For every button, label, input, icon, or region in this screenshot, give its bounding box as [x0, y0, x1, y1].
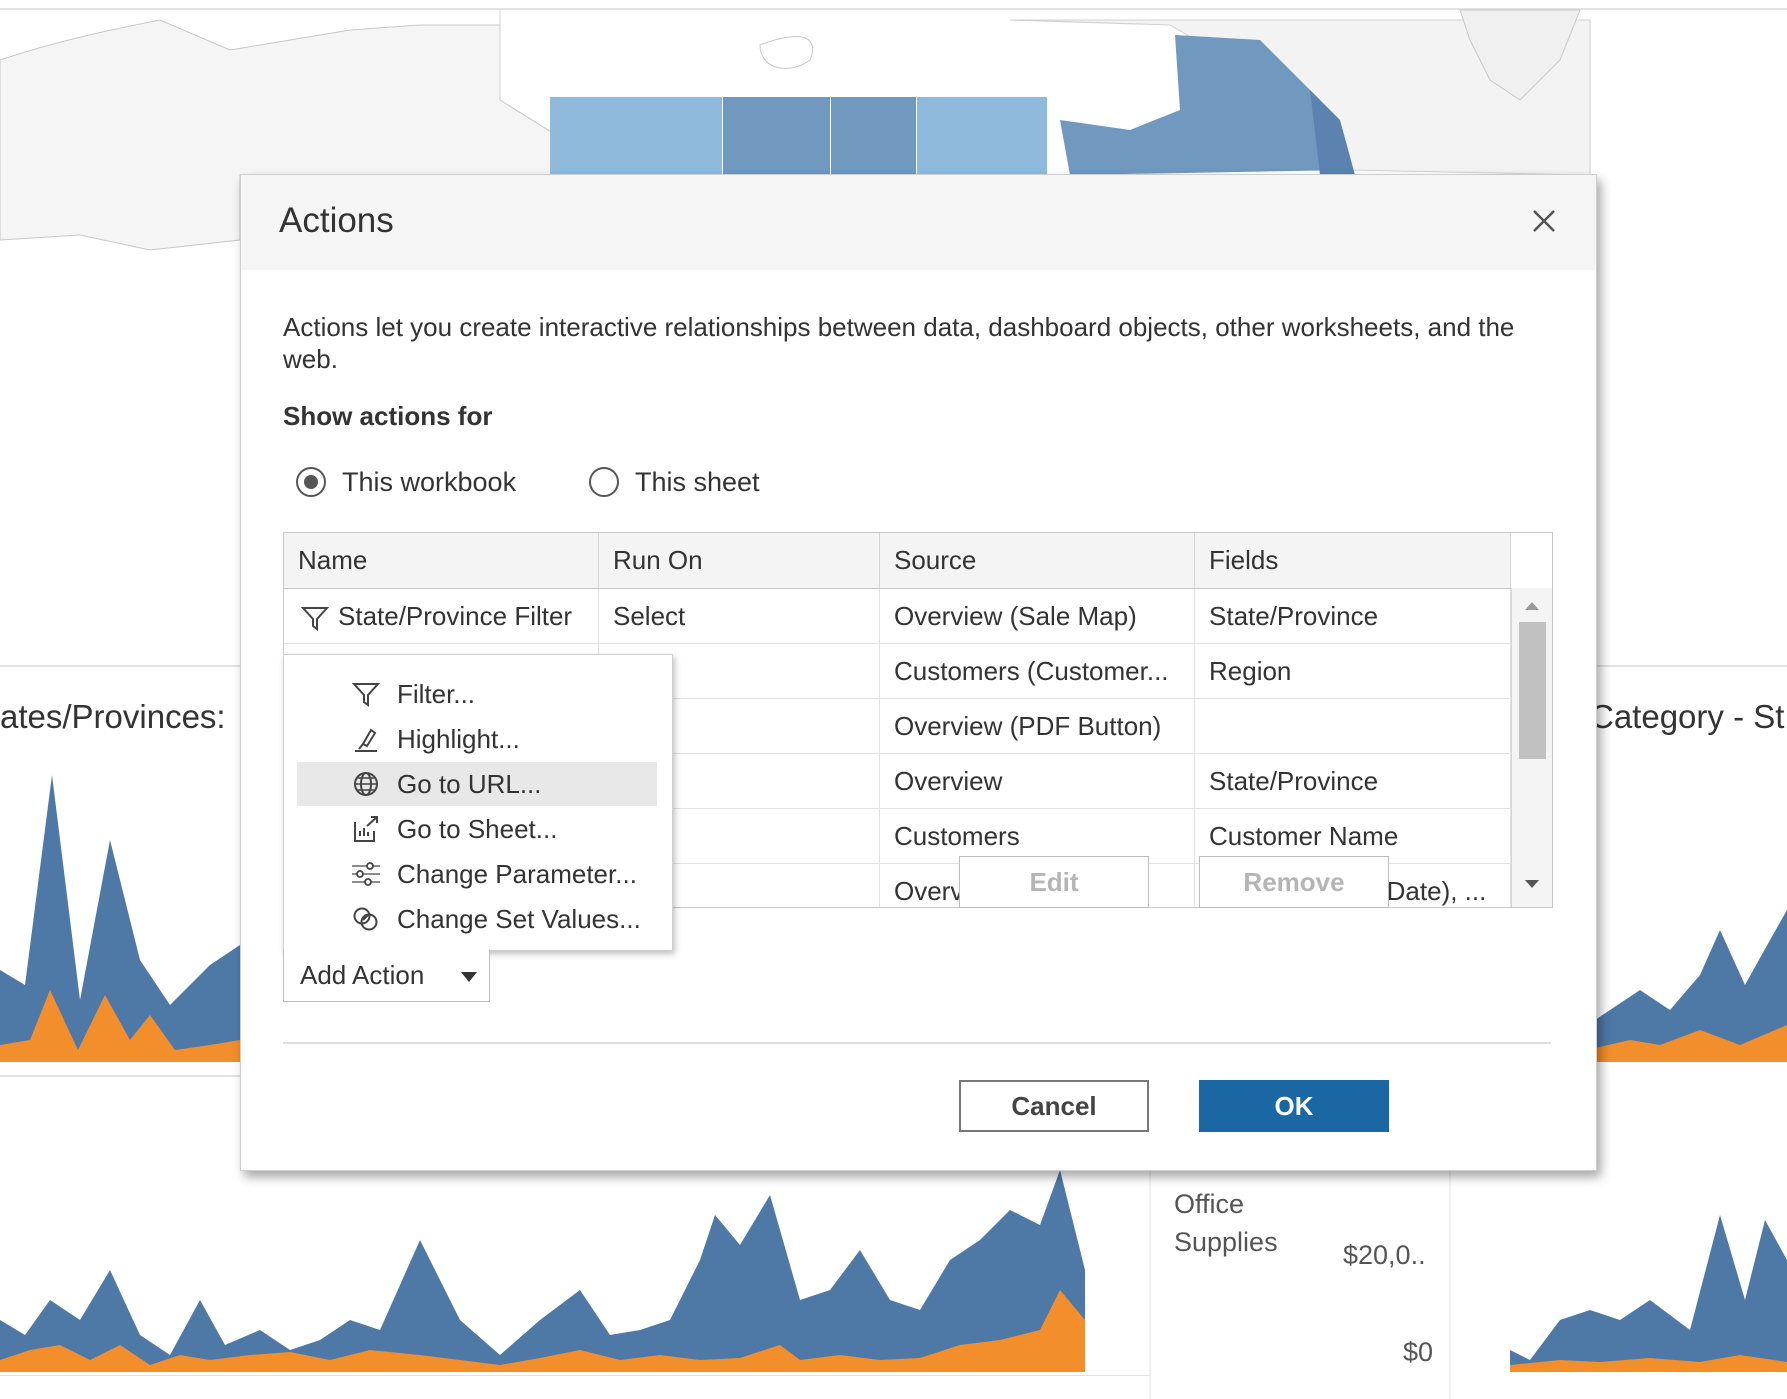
- radio-label: This sheet: [635, 466, 760, 497]
- table-cell-fields: State/Province: [1195, 589, 1511, 643]
- segment-label: Office Supplies: [1174, 1189, 1278, 1257]
- table-cell-source: Overview: [880, 754, 1195, 808]
- table-row[interactable]: ct Overview (PDF Button): [284, 699, 1511, 754]
- menu-item-label: Go to URL...: [397, 768, 542, 799]
- table-scrollbar[interactable]: [1511, 588, 1553, 907]
- dropdown-arrow-icon: [461, 972, 477, 982]
- table-header: Name Run On Source Fields: [284, 533, 1511, 589]
- action-name: State/Province Filter: [338, 601, 573, 631]
- area-series-a: [1510, 1215, 1787, 1372]
- area-series-b: [0, 990, 240, 1062]
- map-province: [917, 97, 1047, 175]
- scrollbar-thumb[interactable]: [1519, 622, 1546, 759]
- menu-item-go-to-sheet[interactable]: Go to Sheet...: [297, 807, 657, 851]
- column-header-fields[interactable]: Fields: [1195, 533, 1511, 588]
- ok-button[interactable]: OK: [1199, 1080, 1389, 1132]
- dialog-header: Actions: [241, 175, 1596, 270]
- remove-button[interactable]: Remove: [1199, 856, 1389, 908]
- scroll-up-icon[interactable]: [1512, 592, 1553, 620]
- radio-this-workbook[interactable]: This workbook: [296, 462, 516, 502]
- close-button[interactable]: [1524, 201, 1564, 241]
- area-series-b: [1595, 1025, 1787, 1062]
- menu-item-label: Change Set Values...: [397, 903, 641, 934]
- table-cell-name: State/Province Filter: [284, 589, 599, 643]
- add-action-label: Add Action: [300, 960, 425, 990]
- left-sheet-title: ates/Provinces:: [0, 698, 226, 735]
- map-province: [1310, 90, 1355, 175]
- menu-item-go-to-url[interactable]: Go to URL...: [297, 762, 657, 806]
- table-cell-fields: State/Province: [1195, 754, 1511, 808]
- area-series-a: [0, 775, 240, 1062]
- menu-item-label: Highlight...: [397, 723, 520, 754]
- show-actions-label: Show actions for: [283, 401, 493, 431]
- menu-item-highlight[interactable]: Highlight...: [297, 717, 657, 761]
- area-series-b: [0, 1290, 1085, 1372]
- radio-button[interactable]: [589, 467, 619, 497]
- column-header-run-on[interactable]: Run On: [599, 533, 880, 588]
- edit-button[interactable]: Edit: [959, 856, 1149, 908]
- table-cell-run-on: Select: [599, 589, 880, 643]
- actions-dialog: Actions Actions let you create interacti…: [240, 174, 1597, 1171]
- cancel-button[interactable]: Cancel: [959, 1080, 1149, 1132]
- right-sheet-title: Category - St: [1590, 698, 1785, 735]
- menu-item-change-set-values[interactable]: Change Set Values...: [297, 897, 657, 941]
- map-province: [831, 97, 916, 175]
- column-header-source[interactable]: Source: [880, 533, 1195, 588]
- map-province: [723, 97, 830, 175]
- table-row[interactable]: State/Province Filter Select Overview (S…: [284, 589, 1511, 644]
- go-to-sheet-icon: [354, 816, 378, 842]
- filter-icon: [351, 683, 381, 707]
- parameter-icon: [352, 862, 380, 886]
- add-action-menu: Filter... Highlight... Go to URL... Go t…: [283, 654, 673, 951]
- table-cell-source: Overview (PDF Button): [880, 699, 1195, 753]
- menu-item-change-parameter[interactable]: Change Parameter...: [297, 852, 657, 896]
- dialog-divider: [283, 1042, 1551, 1044]
- axis-tick-label: $20,0..: [1343, 1240, 1426, 1270]
- axis-tick-label: $0: [1403, 1337, 1434, 1367]
- radio-this-sheet[interactable]: This sheet: [589, 462, 760, 502]
- highlight-icon: [355, 728, 377, 752]
- table-row[interactable]: er Customers Customer Name: [284, 809, 1511, 864]
- menu-item-label: Change Parameter...: [397, 858, 637, 889]
- dialog-title: Actions: [279, 201, 394, 240]
- area-series-b: [1510, 1355, 1787, 1372]
- column-header-name[interactable]: Name: [284, 533, 599, 588]
- scroll-down-icon[interactable]: [1512, 870, 1553, 898]
- set-values-icon: [353, 907, 378, 931]
- table-cell-source: Customers: [880, 809, 1195, 863]
- filter-icon: [300, 607, 330, 632]
- radio-button-selected[interactable]: [296, 467, 326, 497]
- map-province: [1060, 35, 1350, 175]
- menu-item-label: Go to Sheet...: [397, 813, 558, 844]
- close-icon: [1533, 210, 1555, 232]
- table-cell-source: Overview (Sale Map): [880, 589, 1195, 643]
- table-cell-fields: [1195, 699, 1511, 753]
- table-cell-fields: Customer Name: [1195, 809, 1511, 863]
- area-series-a: [0, 1170, 1085, 1372]
- menu-item-filter[interactable]: Filter...: [297, 672, 657, 716]
- radio-label: This workbook: [342, 466, 517, 497]
- menu-item-label: Filter...: [397, 678, 476, 709]
- add-action-button[interactable]: Add Action: [283, 949, 490, 1002]
- table-cell-source: Customers (Customer...: [880, 644, 1195, 698]
- dialog-description: Actions let you create interactive relat…: [283, 312, 1515, 374]
- area-series-a: [1595, 910, 1787, 1062]
- globe-icon: [354, 772, 378, 796]
- table-cell-fields: Region: [1195, 644, 1511, 698]
- map-land-greenland: [1459, 9, 1581, 101]
- table-row[interactable]: ct Overview State/Province: [284, 754, 1511, 809]
- map-province: [550, 97, 722, 175]
